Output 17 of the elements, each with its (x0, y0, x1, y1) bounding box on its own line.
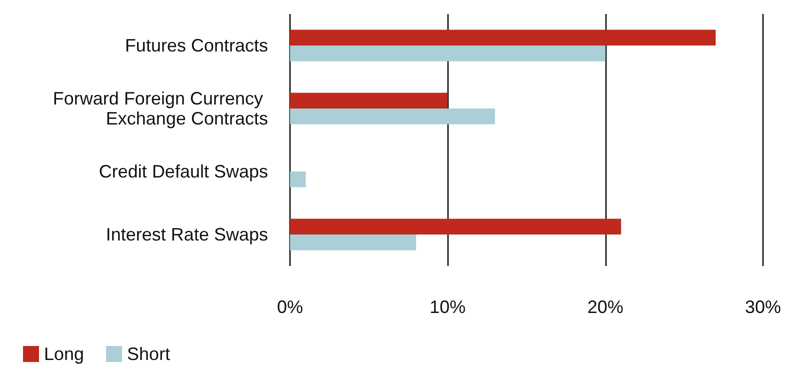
y-tick-label: Interest Rate Swaps (106, 224, 268, 244)
x-tick-label: 30% (744, 297, 782, 317)
bar (290, 30, 716, 46)
bar (290, 172, 306, 188)
legend-label: Short (127, 344, 170, 364)
bar (290, 46, 606, 62)
bar (290, 218, 622, 234)
y-tick-label: Futures Contracts (124, 36, 268, 56)
x-tick-label: 10% (430, 297, 466, 317)
y-tick-label: Credit Default Swaps (98, 162, 268, 182)
x-tick-label: 0% (276, 297, 304, 317)
x-tick-label: 20% (587, 297, 624, 317)
bar (290, 108, 495, 124)
y-tick-label: Forward Foreign Currency Exchange Contracts (52, 88, 268, 128)
bar (290, 92, 448, 108)
bar (290, 234, 416, 250)
legend-label: Long (44, 344, 84, 364)
